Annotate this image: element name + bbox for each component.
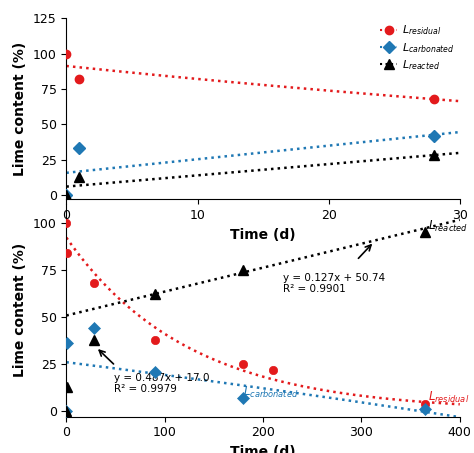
Text: y = 0.127x + 50.74
R² = 0.9901: y = 0.127x + 50.74 R² = 0.9901 [283,273,385,294]
Text: $L_{residual}$: $L_{residual}$ [428,390,470,405]
Legend: $L_{residual}$, $L_{carbonated}$, $L_{reacted}$: $L_{residual}$, $L_{carbonated}$, $L_{re… [381,24,454,72]
Text: $L_{reacted}$: $L_{reacted}$ [428,219,468,234]
Y-axis label: Lime content (%): Lime content (%) [13,243,27,377]
X-axis label: Time (d): Time (d) [230,445,296,453]
Y-axis label: Lime content (%): Lime content (%) [13,42,27,176]
Text: $L_{carbonated}$: $L_{carbonated}$ [244,385,299,400]
Text: y = 0.487x + 17.0
R² = 0.9979: y = 0.487x + 17.0 R² = 0.9979 [114,373,209,394]
X-axis label: Time (d): Time (d) [230,227,296,241]
